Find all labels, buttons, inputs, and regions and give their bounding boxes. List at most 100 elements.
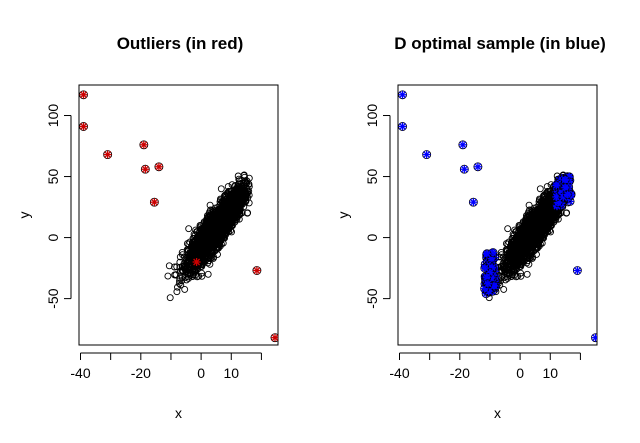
cloud-point: [215, 241, 222, 249]
cloud-point: [245, 174, 253, 182]
outlier-point: [192, 257, 202, 267]
cloud-point: [505, 249, 513, 257]
cloud-point: [191, 267, 199, 275]
cloud-point: [203, 225, 211, 233]
x-tick-label: -40: [70, 365, 90, 381]
cloud-point: [184, 273, 192, 281]
y-tick-label: 100: [45, 104, 61, 128]
cloud-point: [205, 213, 213, 221]
cloud-point: [190, 266, 198, 274]
cloud-point: [223, 222, 230, 230]
outlier-point: [149, 197, 159, 207]
cloud-point: [196, 228, 203, 236]
cloud-point: [513, 261, 521, 269]
y-tick-label: -50: [364, 288, 380, 308]
data-cloud: [483, 171, 572, 302]
cloud-point: [510, 267, 518, 275]
y-axis-label: y: [16, 212, 32, 219]
cloud-point: [237, 187, 245, 195]
cloud-point: [204, 236, 212, 244]
cloud-point: [236, 210, 243, 218]
cloud-point: [197, 231, 205, 239]
x-tick-label: 0: [197, 365, 205, 381]
outlier-point: [79, 90, 88, 100]
cloud-point: [210, 229, 218, 237]
plot-frame: [78, 84, 279, 346]
x-axis-label: x: [494, 405, 501, 421]
cloud-point: [208, 217, 216, 225]
cloud-point: [537, 199, 545, 207]
outlier-point: [139, 140, 149, 150]
cloud-point: [195, 241, 203, 249]
cloud-point: [534, 241, 541, 249]
cloud-point: [186, 249, 194, 257]
x-tick-label: 10: [542, 365, 558, 381]
x-tick-label: 10: [223, 365, 239, 381]
cloud-point: [243, 184, 251, 192]
cloud-point: [188, 240, 196, 248]
cloud-point: [512, 250, 520, 258]
cloud-point: [171, 263, 178, 271]
y-tick-label: 50: [45, 169, 61, 185]
cloud-point: [528, 230, 536, 238]
cloud-point: [166, 294, 174, 302]
cloud-point: [498, 251, 505, 259]
cloud-point: [501, 265, 509, 273]
cloud-point: [244, 209, 252, 217]
x-tick-label: -40: [389, 365, 409, 381]
cloud-point: [555, 210, 562, 218]
cloud-point: [181, 285, 189, 293]
cloud-point: [173, 263, 181, 271]
cloud-point: [205, 245, 213, 253]
y-tick-label: 50: [364, 169, 380, 185]
cloud-point: [219, 214, 227, 222]
cloud-point: [165, 262, 173, 270]
cloud-point: [217, 229, 225, 237]
cloud-point: [512, 233, 520, 241]
marks: [79, 90, 278, 343]
plot-frame: [397, 84, 598, 346]
cloud-point: [508, 257, 516, 265]
cloud-point: [225, 205, 233, 213]
cloud-point: [522, 225, 530, 233]
cloud-point: [504, 225, 512, 233]
cloud-point: [517, 272, 525, 280]
cloud-point: [237, 194, 245, 202]
y-tick-label: 100: [364, 104, 380, 128]
y-tick-label: -50: [45, 288, 61, 308]
cloud-point: [205, 233, 213, 241]
cloud-point: [514, 241, 522, 249]
cloud-point: [193, 233, 201, 241]
chart-title: D optimal sample (in blue): [394, 34, 606, 53]
chart-title: Outliers (in red): [117, 34, 244, 53]
cloud-point: [245, 191, 253, 199]
cloud-point: [185, 259, 192, 267]
outlier-point: [103, 150, 113, 160]
cloud-point: [530, 237, 538, 245]
cloud-point: [174, 283, 181, 291]
cloud-point: [185, 240, 193, 248]
cloud-point: [187, 253, 195, 261]
cloud-point: [536, 185, 544, 193]
outlier-point: [140, 164, 150, 174]
cloud-point: [217, 185, 225, 193]
cloud-point: [228, 197, 236, 205]
panel-d-optimal: D optimal sample (in blue)-40 -20 0 10x-500…: [335, 34, 606, 421]
cloud-point: [202, 250, 209, 258]
cloud-point: [182, 265, 190, 273]
cloud-point: [544, 205, 552, 213]
x-tick-label: 0: [516, 365, 524, 381]
y-axis-label: y: [335, 212, 351, 219]
cloud-point: [209, 230, 217, 238]
cloud-point: [506, 253, 514, 261]
outlier-point: [79, 122, 88, 131]
x-tick-label: -20: [450, 365, 470, 381]
cloud-point: [179, 251, 186, 259]
cloud-point: [216, 201, 224, 209]
cloud-point: [521, 250, 528, 258]
cloud-point: [500, 285, 508, 293]
cloud-point: [211, 237, 219, 245]
cloud-point: [234, 172, 242, 180]
cloud-point: [171, 271, 179, 279]
